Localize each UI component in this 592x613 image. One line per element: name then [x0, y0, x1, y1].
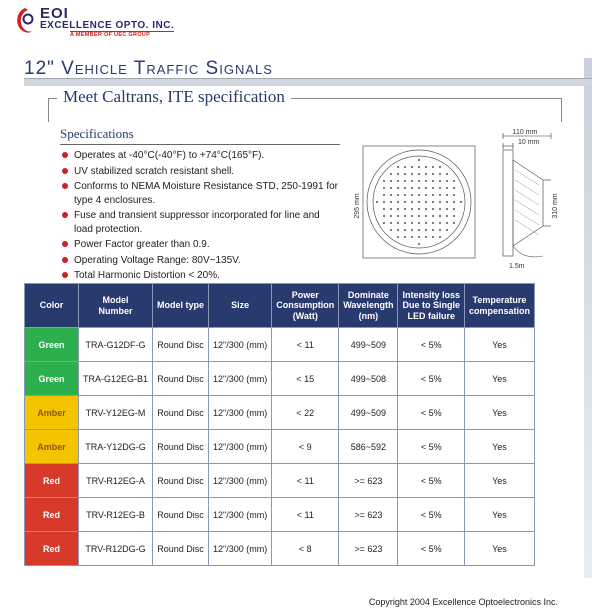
table-cell: Red [25, 532, 79, 566]
table-header-cell: Model type [153, 284, 209, 328]
table-cell: 12"/300 (mm) [209, 532, 272, 566]
table-cell: 12"/300 (mm) [209, 464, 272, 498]
right-edge-gradient [584, 58, 592, 578]
table-cell: Yes [464, 362, 534, 396]
dim-310: 310 mm [552, 193, 558, 218]
table-cell: Round Disc [153, 532, 209, 566]
title-bar: 12" Vehicle Traffic Signals [24, 58, 592, 86]
table-cell: Round Disc [153, 328, 209, 362]
table-cell: TRV-R12EG-B [79, 498, 153, 532]
table-cell: TRA-Y12DG-G [79, 430, 153, 464]
logo-mark-icon [14, 7, 36, 37]
table-cell: 499~508 [339, 362, 398, 396]
table-cell: < 11 [272, 498, 339, 532]
table-row: AmberTRA-Y12DG-GRound Disc12"/300 (mm)< … [25, 430, 535, 464]
dim-10: 10 mm [518, 139, 540, 146]
table-cell: Green [25, 328, 79, 362]
table-cell: < 11 [272, 328, 339, 362]
table-cell: >= 623 [339, 464, 398, 498]
table-cell: Round Disc [153, 464, 209, 498]
table-cell: 499~509 [339, 328, 398, 362]
meet-box: Meet Caltrans, ITE specification [48, 98, 562, 122]
table-row: RedTRV-R12EG-ARound Disc12"/300 (mm)< 11… [25, 464, 535, 498]
table-cell: < 5% [398, 532, 465, 566]
table-body: GreenTRA-G12DF-GRound Disc12"/300 (mm)< … [25, 328, 535, 566]
table-cell: < 9 [272, 430, 339, 464]
table-cell: TRA-G12EG-B1 [79, 362, 153, 396]
table-header-cell: ModelNumber [79, 284, 153, 328]
table-cell: Yes [464, 498, 534, 532]
table-cell: >= 623 [339, 498, 398, 532]
footer-copyright: Copyright 2004 Excellence Optoelectronic… [369, 597, 558, 607]
dim-110: 110 mm [513, 129, 538, 136]
table-cell: Amber [25, 430, 79, 464]
table-cell: Round Disc [153, 430, 209, 464]
table-cell: < 5% [398, 464, 465, 498]
spec-item: UV stabilized scratch resistant shell. [60, 165, 340, 179]
page-title: 12" Vehicle Traffic Signals [24, 58, 273, 80]
table-cell: Round Disc [153, 498, 209, 532]
table-cell: TRV-Y12EG-M [79, 396, 153, 430]
dim-295: 295 mm [354, 193, 361, 218]
table-header-cell: Color [25, 284, 79, 328]
table-row: GreenTRA-G12DF-GRound Disc12"/300 (mm)< … [25, 328, 535, 362]
dim-r15: 1.5m [509, 263, 525, 268]
spec-item: Fuse and transient suppressor incorporat… [60, 209, 340, 236]
table-cell: 12"/300 (mm) [209, 430, 272, 464]
table-header-cell: Intensity lossDue to SingleLED failure [398, 284, 465, 328]
table-cell: Yes [464, 532, 534, 566]
table-cell: < 5% [398, 362, 465, 396]
table-cell: Round Disc [153, 396, 209, 430]
table-header-cell: PowerConsumption(Watt) [272, 284, 339, 328]
table-cell: < 15 [272, 362, 339, 396]
table-cell: < 5% [398, 328, 465, 362]
table-cell: TRA-G12DF-G [79, 328, 153, 362]
table-row: AmberTRV-Y12EG-MRound Disc12"/300 (mm)< … [25, 396, 535, 430]
table-cell: Amber [25, 396, 79, 430]
logo-text-eoi: EOI [40, 6, 174, 21]
table-header-cell: DominateWavelength(nm) [339, 284, 398, 328]
table-cell: Red [25, 464, 79, 498]
table-cell: Yes [464, 328, 534, 362]
table-cell: 12"/300 (mm) [209, 498, 272, 532]
table-cell: Yes [464, 464, 534, 498]
table-header: ColorModelNumberModel typeSizePowerConsu… [25, 284, 535, 328]
spec-item: Total Harmonic Distortion < 20%. [60, 269, 340, 283]
table-header-cell: Temperaturecompensation [464, 284, 534, 328]
table-cell: < 5% [398, 396, 465, 430]
table-cell: TRV-R12DG-G [79, 532, 153, 566]
table-cell: Yes [464, 430, 534, 464]
table-cell: < 8 [272, 532, 339, 566]
table-row: RedTRV-R12DG-GRound Disc12"/300 (mm)< 8>… [25, 532, 535, 566]
table-cell: Red [25, 498, 79, 532]
table-row: GreenTRA-G12EG-B1Round Disc12"/300 (mm)<… [25, 362, 535, 396]
table-cell: Yes [464, 396, 534, 430]
specs-header: Specifications [60, 126, 340, 145]
table-cell: < 11 [272, 464, 339, 498]
meet-label: Meet Caltrans, ITE specification [57, 87, 291, 107]
table-cell: Round Disc [153, 362, 209, 396]
logo: EOI EXCELLENCE OPTO. INC. A MEMBER OF UE… [14, 6, 174, 39]
logo-tagline: A MEMBER OF UEC GROUP [70, 31, 174, 39]
spec-table: ColorModelNumberModel typeSizePowerConsu… [24, 283, 535, 566]
table-cell: < 22 [272, 396, 339, 430]
spec-item: Operating Voltage Range: 80V~135V. [60, 254, 340, 268]
spec-item: Power Factor greater than 0.9. [60, 238, 340, 252]
table-cell: < 5% [398, 430, 465, 464]
table-cell: 12"/300 (mm) [209, 396, 272, 430]
table-cell: 12"/300 (mm) [209, 328, 272, 362]
spec-item: Operates at -40°C(-40°F) to +74°C(165°F)… [60, 149, 340, 163]
table-cell: < 5% [398, 498, 465, 532]
product-diagram: 110 mm 10 mm 295 mm 91 mm [353, 128, 558, 268]
table-cell: >= 623 [339, 532, 398, 566]
table-header-cell: Size [209, 284, 272, 328]
table-cell: 12"/300 (mm) [209, 362, 272, 396]
spec-item: Conforms to NEMA Moisture Resistance STD… [60, 180, 340, 207]
table-cell: 586~592 [339, 430, 398, 464]
table-row: RedTRV-R12EG-BRound Disc12"/300 (mm)< 11… [25, 498, 535, 532]
table-cell: 499~509 [339, 396, 398, 430]
table-cell: Green [25, 362, 79, 396]
table-cell: TRV-R12EG-A [79, 464, 153, 498]
logo-text-sub: EXCELLENCE OPTO. INC. [40, 21, 174, 31]
